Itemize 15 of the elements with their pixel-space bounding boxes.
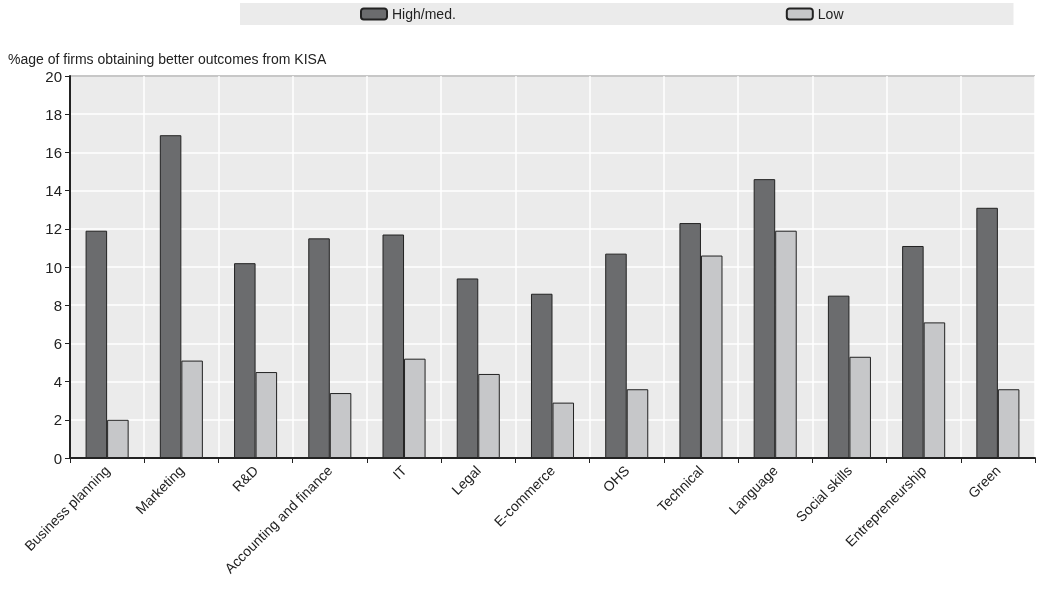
y-tick-label: 18: [45, 105, 62, 123]
y-tick-label: 20: [45, 67, 62, 85]
legend-label: Low: [817, 6, 845, 22]
y-tick-label: 0: [53, 449, 62, 467]
y-tick-label: 8: [53, 296, 62, 314]
y-tick-label: 4: [53, 373, 62, 391]
y-tick-label: 2: [53, 411, 62, 429]
y-tick-label: 10: [45, 258, 62, 276]
y-axis-title: %age of firms obtaining better outcomes from KISA: [8, 51, 327, 67]
y-tick-label: 6: [53, 334, 62, 352]
y-tick-label: 16: [45, 143, 62, 161]
legend-label: High/med.: [392, 6, 456, 22]
x-tick-label: IT: [389, 462, 411, 483]
y-tick-label: 14: [45, 182, 62, 200]
y-tick-label: 12: [45, 220, 62, 238]
